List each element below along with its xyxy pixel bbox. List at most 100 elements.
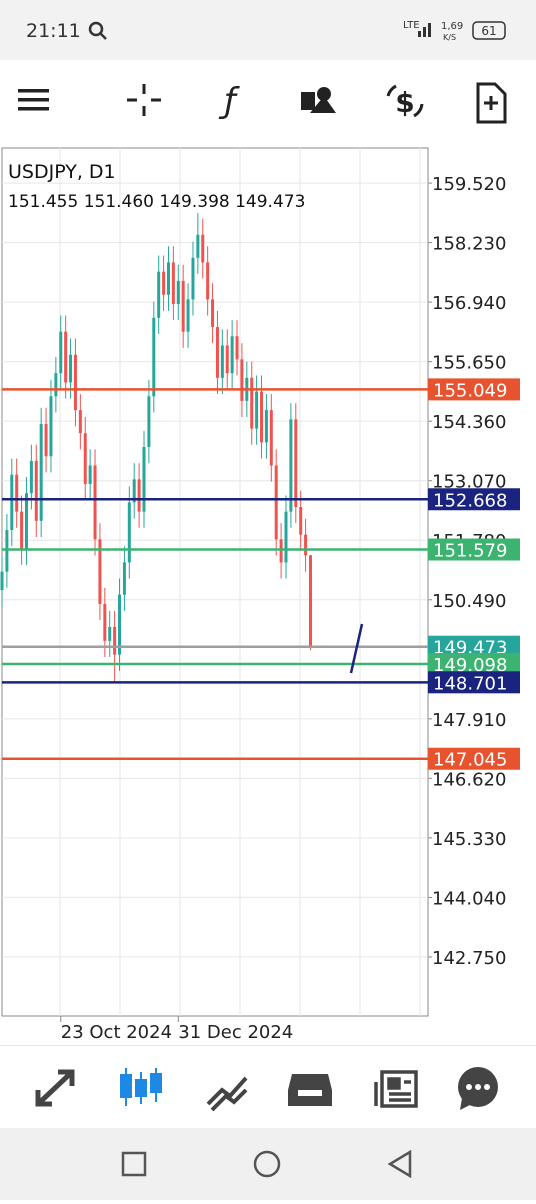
candle-body [137,479,141,512]
indicators-button[interactable]: ƒ [218,81,240,121]
svg-text:$: $ [395,86,414,119]
network: LTE [403,20,420,31]
candle-body [152,317,156,397]
candle-body [166,262,170,295]
candle-body [73,354,77,411]
candle-body [211,299,215,328]
candle-body [127,502,131,563]
recents-button[interactable] [121,1151,147,1177]
plot-frame [1,147,429,1017]
candle-body [103,603,107,641]
level-label: 155.049 [433,380,507,401]
candle-body [240,359,244,401]
level-label: 152.668 [433,490,507,511]
signal-bar [423,27,426,37]
candle-body [215,327,219,378]
candle-body [98,539,102,604]
candle-body [230,336,234,374]
x-axis: 23 Oct 2024 31 Dec 2024 [60,1016,293,1043]
candle-body [181,280,185,332]
level-label: 149.098 [433,655,507,676]
candle-body [284,511,288,563]
candle-body [44,423,48,457]
y-tick-label: 144.040 [432,888,506,909]
candle-body [147,396,151,448]
objects-button[interactable] [301,87,336,113]
candle-body [83,433,87,484]
candle-body [24,493,28,549]
level-label-bg [428,538,520,561]
candle-body [171,262,175,304]
y-tick-label: 155.650 [432,353,506,374]
candle-body [20,511,24,549]
search-icon-handle [99,32,107,40]
candle-body [264,410,268,443]
home-button[interactable] [253,1150,281,1178]
symbol-button[interactable]: $ [386,84,424,119]
status-bar: 21:11 LTE 1,69 K/S 61 [0,0,536,60]
candle-body [196,234,200,258]
candle-body [250,377,254,429]
status-icons: 21:11 LTE 1,69 K/S 61 [26,20,506,42]
candle-body [39,423,43,521]
level-label-bg [428,635,520,658]
chart-tab[interactable] [120,1068,162,1106]
y-tick-label: 146.620 [432,769,506,790]
chart: 159.520 158.230 156.940 155.650 154.360 153.0… [0,147,520,1043]
candle-body [88,465,92,484]
candle-body [122,562,126,595]
menu-button[interactable] [18,89,49,111]
level-label: 147.045 [433,750,507,771]
candle-body [69,354,73,383]
chat-tab[interactable] [458,1067,498,1110]
candle-body [49,396,53,457]
toolbar: ƒ $ [0,60,536,142]
level-label: 148.701 [433,673,507,694]
level-label: 151.579 [433,541,507,562]
candle-body [108,626,112,641]
candle-body [59,331,63,374]
trendline [349,623,364,674]
candle-body [10,474,14,531]
candle-body [235,336,239,360]
time: 21:11 [26,20,81,42]
bottom-nav [0,1045,536,1129]
battery-level: 61 [481,24,496,38]
candle-body [274,465,278,540]
trade-tab[interactable] [206,1076,248,1112]
y-tick-label: 159.520 [432,174,506,195]
signal-bar [418,31,421,37]
candle-body [220,345,224,378]
new-order-button[interactable] [476,82,507,124]
candle-body [5,530,9,572]
candle-body [225,345,229,374]
candle-body [132,479,136,503]
candle-body [191,257,195,300]
candle-body [113,626,117,655]
candle-body [64,331,68,383]
candle-body [157,271,161,318]
news-tab[interactable] [374,1070,418,1108]
level-label-bg [428,488,520,511]
system-nav-icons [121,1149,412,1179]
back-button[interactable] [387,1149,412,1179]
candle-body [142,447,146,512]
candle-body [118,594,122,655]
candle-body [289,419,293,512]
quotes-tab[interactable] [35,1069,75,1107]
history-tab[interactable] [288,1074,332,1106]
candle-body [29,460,33,494]
candle-body [304,534,308,556]
candle-body [0,571,4,591]
toolbar-icons: ƒ $ [18,81,507,124]
candle-body [206,262,210,300]
candle-body [299,507,303,535]
y-tick-label: 145.330 [432,829,506,850]
candle-body [93,465,97,540]
candle-body [294,419,298,508]
level-label-bg [428,378,520,401]
chart-title: USDJPY, D1 [8,161,116,183]
candle-body [186,299,190,332]
crosshair-button[interactable] [127,84,161,116]
